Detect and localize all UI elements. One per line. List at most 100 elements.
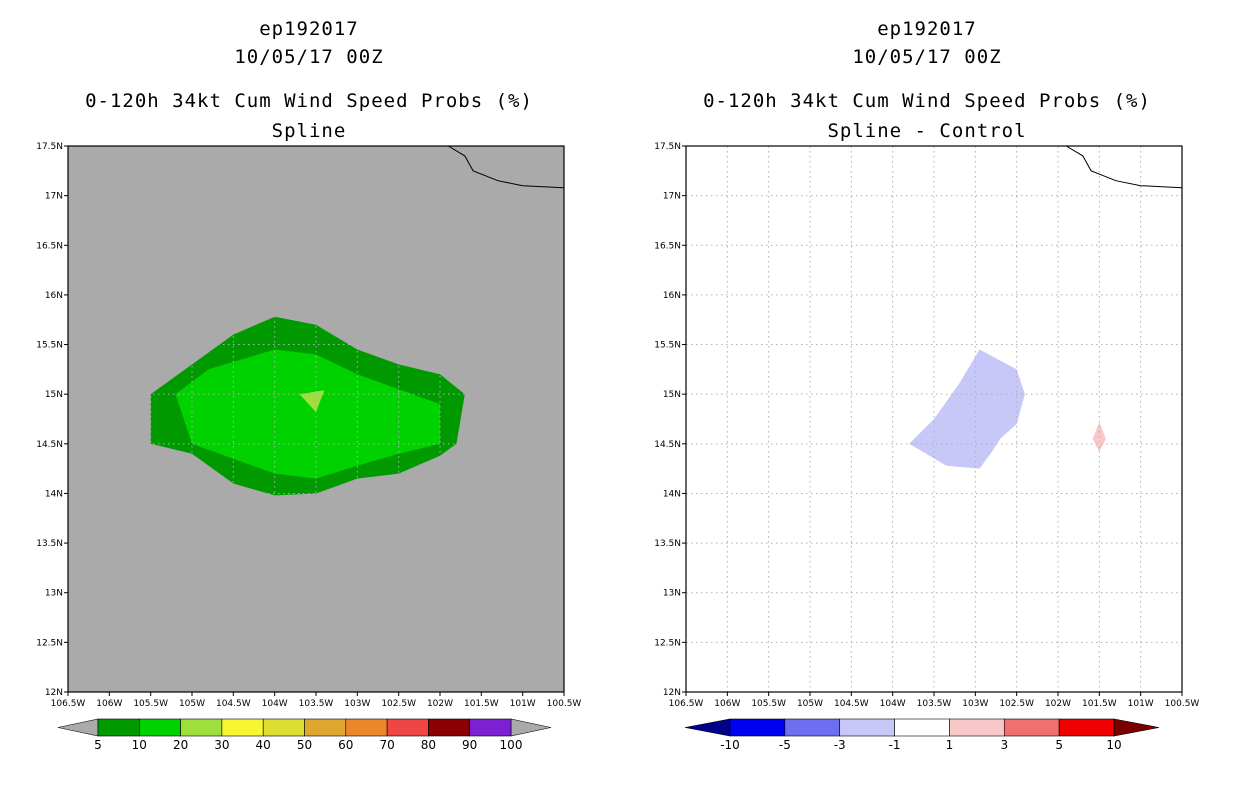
lon-tick-label: 103W (962, 699, 988, 709)
lon-tick-label: 103W (344, 699, 370, 709)
lon-tick-label: 103.5W (299, 699, 334, 709)
colorbar-high-arrow (1113, 718, 1160, 737)
colorbar-label: 10 (132, 738, 147, 752)
right-panel: ep192017 10/05/17 00Z 0-120h 34kt Cum Wi… (618, 0, 1236, 800)
product-title: 0-120h 34kt Cum Wind Speed Probs (%) (703, 90, 1151, 112)
lat-tick-label: 12.5N (654, 638, 681, 648)
grid-lines (686, 146, 1182, 692)
colorbar-label: 60 (338, 738, 353, 752)
lat-tick-label: 13.5N (654, 539, 681, 549)
colorbar-label: 100 (500, 738, 523, 752)
lat-tick-label: 15.5N (654, 341, 681, 351)
lat-tick-label: 16N (45, 291, 63, 301)
lat-tick-label: 17.5N (36, 142, 63, 152)
colorbar-swatch (97, 718, 140, 737)
lat-tick-label: 16.5N (654, 241, 681, 251)
lat-tick-label: 15N (663, 390, 681, 400)
storm-id: ep192017 (877, 18, 977, 40)
colorbar-swatch (469, 718, 512, 737)
grid-lines (68, 146, 564, 692)
colorbar-swatch (839, 718, 895, 737)
lat-tick-label: 14N (663, 489, 681, 499)
colorbar: 5 10 20 30 40 50 60 70 80 90 100 (57, 718, 552, 752)
colorbar-label: 90 (462, 738, 477, 752)
lon-tick-label: 106.5W (669, 699, 704, 709)
colorbar-low-arrow (57, 718, 99, 737)
colorbar-swatch (345, 718, 388, 737)
lat-tick-label: 15.5N (36, 341, 63, 351)
difference-map: 106.5W 106W 105.5W 105W 104.5W 104W 103.5W 103W… (654, 142, 1200, 752)
colorbar-swatch (949, 718, 1005, 737)
lon-tick-label: 105.5W (751, 699, 786, 709)
colorbar-label: 10 (1106, 738, 1121, 752)
lat-tick-label: 13N (663, 589, 681, 599)
lat-tick-label: 12N (663, 688, 681, 698)
lon-tick-label: 104.5W (216, 699, 251, 709)
colorbar-swatch (304, 718, 347, 737)
colorbar-label: -10 (720, 738, 740, 752)
lat-tick-label: 14.5N (654, 440, 681, 450)
lat-tick-label: 12.5N (36, 638, 63, 648)
lat-tick-label: 14.5N (36, 440, 63, 450)
colorbar-label: 50 (297, 738, 312, 752)
storm-id: ep192017 (259, 18, 359, 40)
colorbar-label: -5 (779, 738, 791, 752)
left-panel: ep192017 10/05/17 00Z 0-120h 34kt Cum Wi… (36, 18, 582, 752)
colorbar-low-arrow (684, 718, 731, 737)
lat-tick-label: 16.5N (36, 241, 63, 251)
colorbar-swatch (139, 718, 181, 737)
lon-tick-label: 105W (179, 699, 205, 709)
lon-tick-label: 106W (96, 699, 122, 709)
contour-20 (299, 390, 325, 413)
colorbar-swatch (729, 718, 786, 737)
lat-tick-label: 17.5N (654, 142, 681, 152)
lon-tick-label: 105W (797, 699, 823, 709)
lat-tick-label: 15N (45, 390, 63, 400)
lon-tick-label: 101W (510, 699, 536, 709)
lon-tick-label: 102W (427, 699, 453, 709)
lon-tick-label: 100.5W (547, 699, 582, 709)
product-title: 0-120h 34kt Cum Wind Speed Probs (%) (85, 90, 533, 112)
contour-10 (175, 349, 440, 479)
colorbar-label: 3 (1000, 738, 1008, 752)
colorbar-swatch (221, 718, 264, 737)
lon-tick-label: 101.5W (464, 699, 499, 709)
lon-tick-label: 104W (262, 699, 288, 709)
lon-tick-label: 102W (1045, 699, 1071, 709)
lon-tick-label: 106.5W (51, 699, 86, 709)
lon-tick-label: 105.5W (133, 699, 168, 709)
lon-tick-label: 101.5W (1082, 699, 1117, 709)
lon-tick-label: 104.5W (834, 699, 869, 709)
colorbar-swatch (180, 718, 223, 737)
colorbar-label: 80 (421, 738, 436, 752)
colorbar-swatch (428, 718, 470, 737)
panel-subtitle: Spline (271, 120, 347, 142)
colorbar-label: 1 (946, 738, 954, 752)
contour--1 (909, 349, 1025, 469)
colorbar-swatch (262, 718, 305, 737)
lon-tick-label: 102.5W (999, 699, 1034, 709)
colorbar: -10 -5 -3 -1 1 3 5 10 (684, 718, 1160, 752)
colorbar-label: 40 (256, 738, 271, 752)
coastline (1066, 145, 1183, 189)
lat-tick-label: 14N (45, 489, 63, 499)
colorbar-high-arrow (510, 718, 552, 737)
lat-tick-label: 17N (663, 192, 681, 202)
coastline (448, 145, 565, 189)
forecast-datetime: 10/05/17 00Z (852, 46, 1002, 68)
lon-tick-label: 100.5W (1165, 699, 1200, 709)
lat-tick-label: 13N (45, 589, 63, 599)
colorbar-swatch (386, 718, 429, 737)
colorbar-label: -1 (889, 738, 901, 752)
colorbar-label: 5 (1055, 738, 1063, 752)
lon-tick-label: 101W (1128, 699, 1154, 709)
forecast-datetime: 10/05/17 00Z (234, 46, 384, 68)
lon-tick-label: 102.5W (381, 699, 416, 709)
colorbar-label: 30 (214, 738, 229, 752)
colorbar-label: -3 (834, 738, 846, 752)
lon-tick-label: 103.5W (917, 699, 952, 709)
colorbar-swatch (894, 718, 950, 737)
colorbar-swatch (784, 718, 841, 737)
lon-tick-label: 104W (880, 699, 906, 709)
lat-tick-label: 12N (45, 688, 63, 698)
